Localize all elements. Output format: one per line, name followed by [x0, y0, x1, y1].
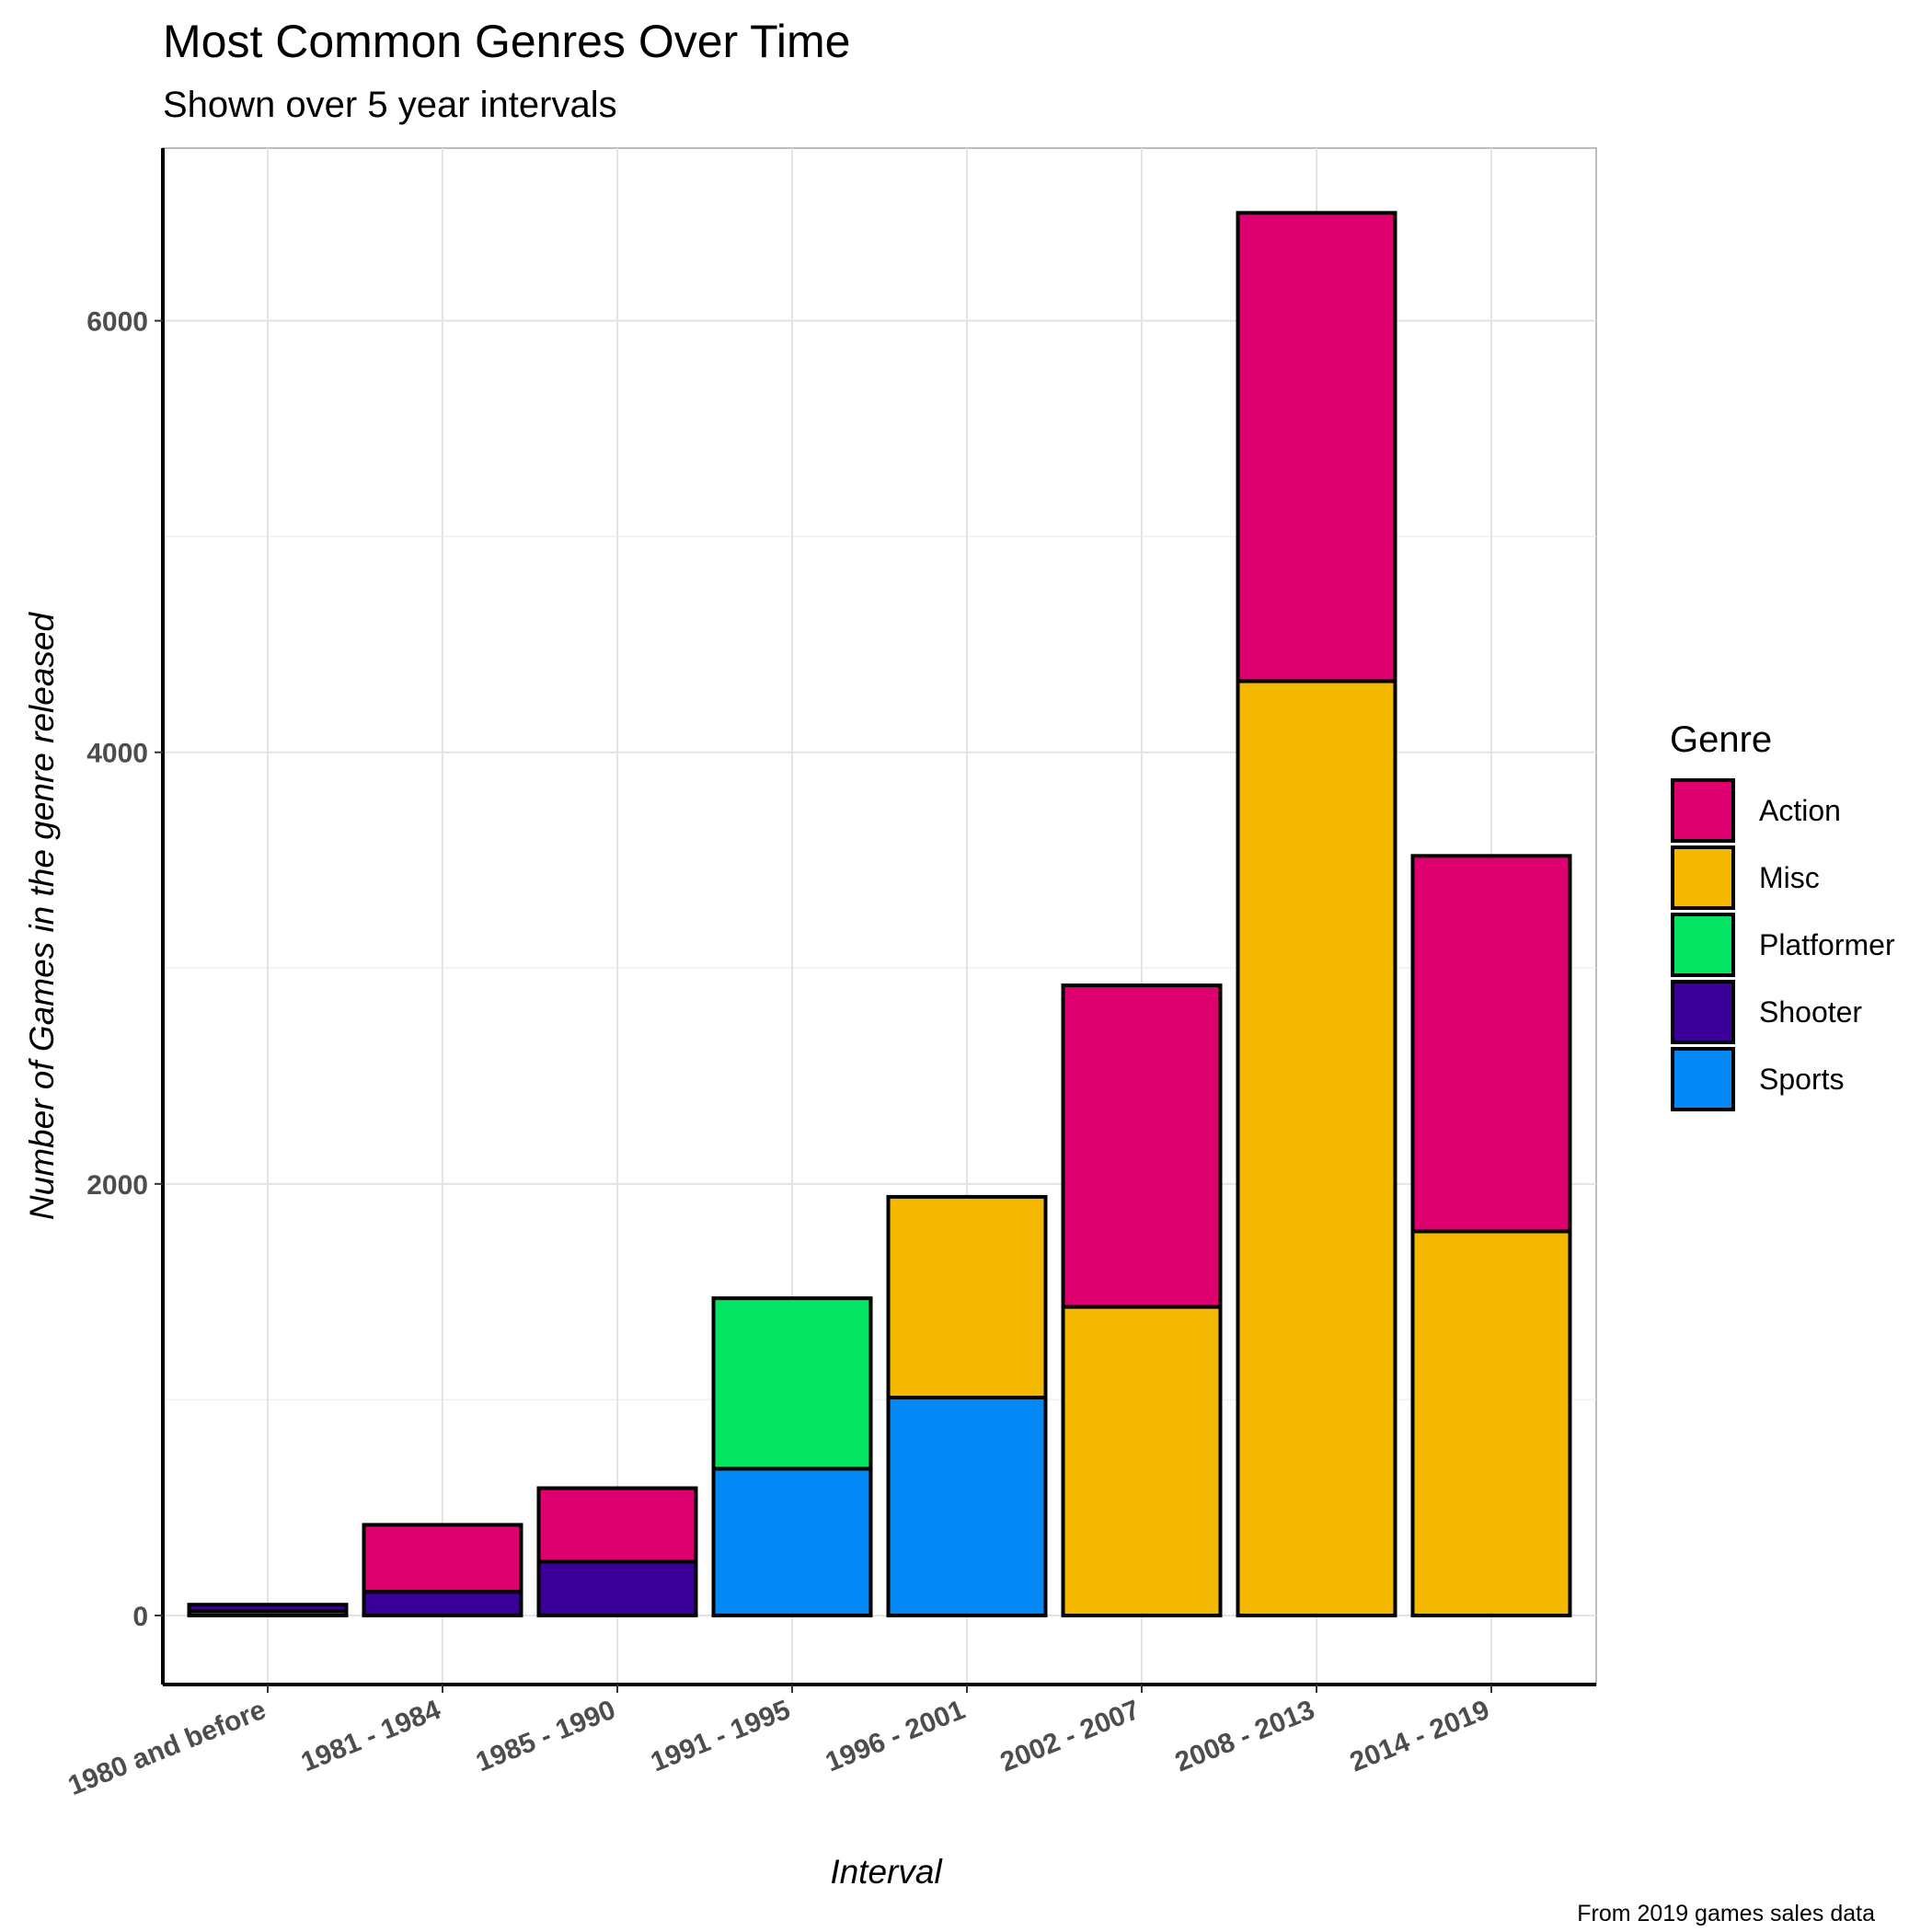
bar-segment-sports	[711, 1466, 873, 1617]
legend-title: Genre	[1670, 719, 1772, 760]
bar-segment-action	[1410, 854, 1572, 1234]
bar-segment-sports	[886, 1396, 1048, 1617]
bar-segment-misc	[1236, 679, 1397, 1617]
legend-label: Misc	[1759, 861, 1820, 894]
y-axis-label: Number of Games in the genre released	[23, 611, 61, 1220]
bars	[187, 211, 1572, 1617]
legend-label: Platformer	[1759, 928, 1895, 961]
bar-segment-action	[1061, 983, 1223, 1309]
bar-segment-platformer	[711, 1296, 873, 1471]
x-tick-label: 2002 - 2007	[996, 1695, 1144, 1778]
legend-items: Action Misc Platformer Shooter Sports	[1671, 778, 1895, 1111]
legend-key-action	[1671, 778, 1735, 843]
plot-panel	[161, 147, 1597, 1686]
legend-key-misc	[1671, 845, 1735, 910]
y-tick-label: 4000	[86, 739, 148, 769]
legend-label: Sports	[1759, 1063, 1844, 1096]
legend: Genre Action Misc Platformer Shooter Sports	[1670, 719, 1895, 1111]
bar-segment-action	[362, 1523, 523, 1594]
chart-title: Most Common Genres Over Time	[163, 16, 850, 67]
legend-key-platformer	[1671, 913, 1735, 977]
x-axis-ticks: 1980 and before 1981 - 1984 1985 - 1990 199…	[63, 1685, 1494, 1801]
bar-segment-misc	[1410, 1229, 1572, 1617]
legend-key-shooter	[1671, 980, 1735, 1044]
x-tick-label: 2008 - 2013	[1171, 1695, 1319, 1778]
chart-subtitle: Shown over 5 year intervals	[163, 85, 617, 125]
legend-label: Action	[1759, 794, 1841, 827]
bar-segment-misc	[886, 1194, 1048, 1400]
bar-segment-misc	[1061, 1305, 1223, 1617]
bar-segment-action	[1236, 211, 1397, 684]
caption: From 2019 games sales data	[1577, 1901, 1875, 1926]
x-tick-label: 2014 - 2019	[1346, 1695, 1494, 1778]
y-tick-label: 6000	[86, 307, 148, 338]
bar-segment-shooter	[187, 1603, 349, 1614]
y-axis-ticks: 0 2000 4000 6000	[86, 307, 163, 1632]
x-axis-label: Interval	[830, 1853, 943, 1891]
x-tick-label: 1980 and before	[63, 1695, 270, 1801]
bar-segment-shooter	[536, 1559, 698, 1617]
legend-key-sports	[1671, 1047, 1735, 1111]
bar-segment-shooter	[362, 1590, 523, 1617]
x-tick-label: 1985 - 1990	[472, 1695, 620, 1778]
y-tick-label: 2000	[86, 1170, 148, 1201]
legend-label: Shooter	[1759, 995, 1862, 1029]
x-tick-label: 1996 - 2001	[822, 1695, 970, 1778]
bar-segment-action	[536, 1486, 698, 1564]
x-tick-label: 1981 - 1984	[297, 1695, 445, 1778]
y-tick-label: 0	[132, 1602, 148, 1632]
x-tick-label: 1991 - 1995	[647, 1695, 795, 1778]
